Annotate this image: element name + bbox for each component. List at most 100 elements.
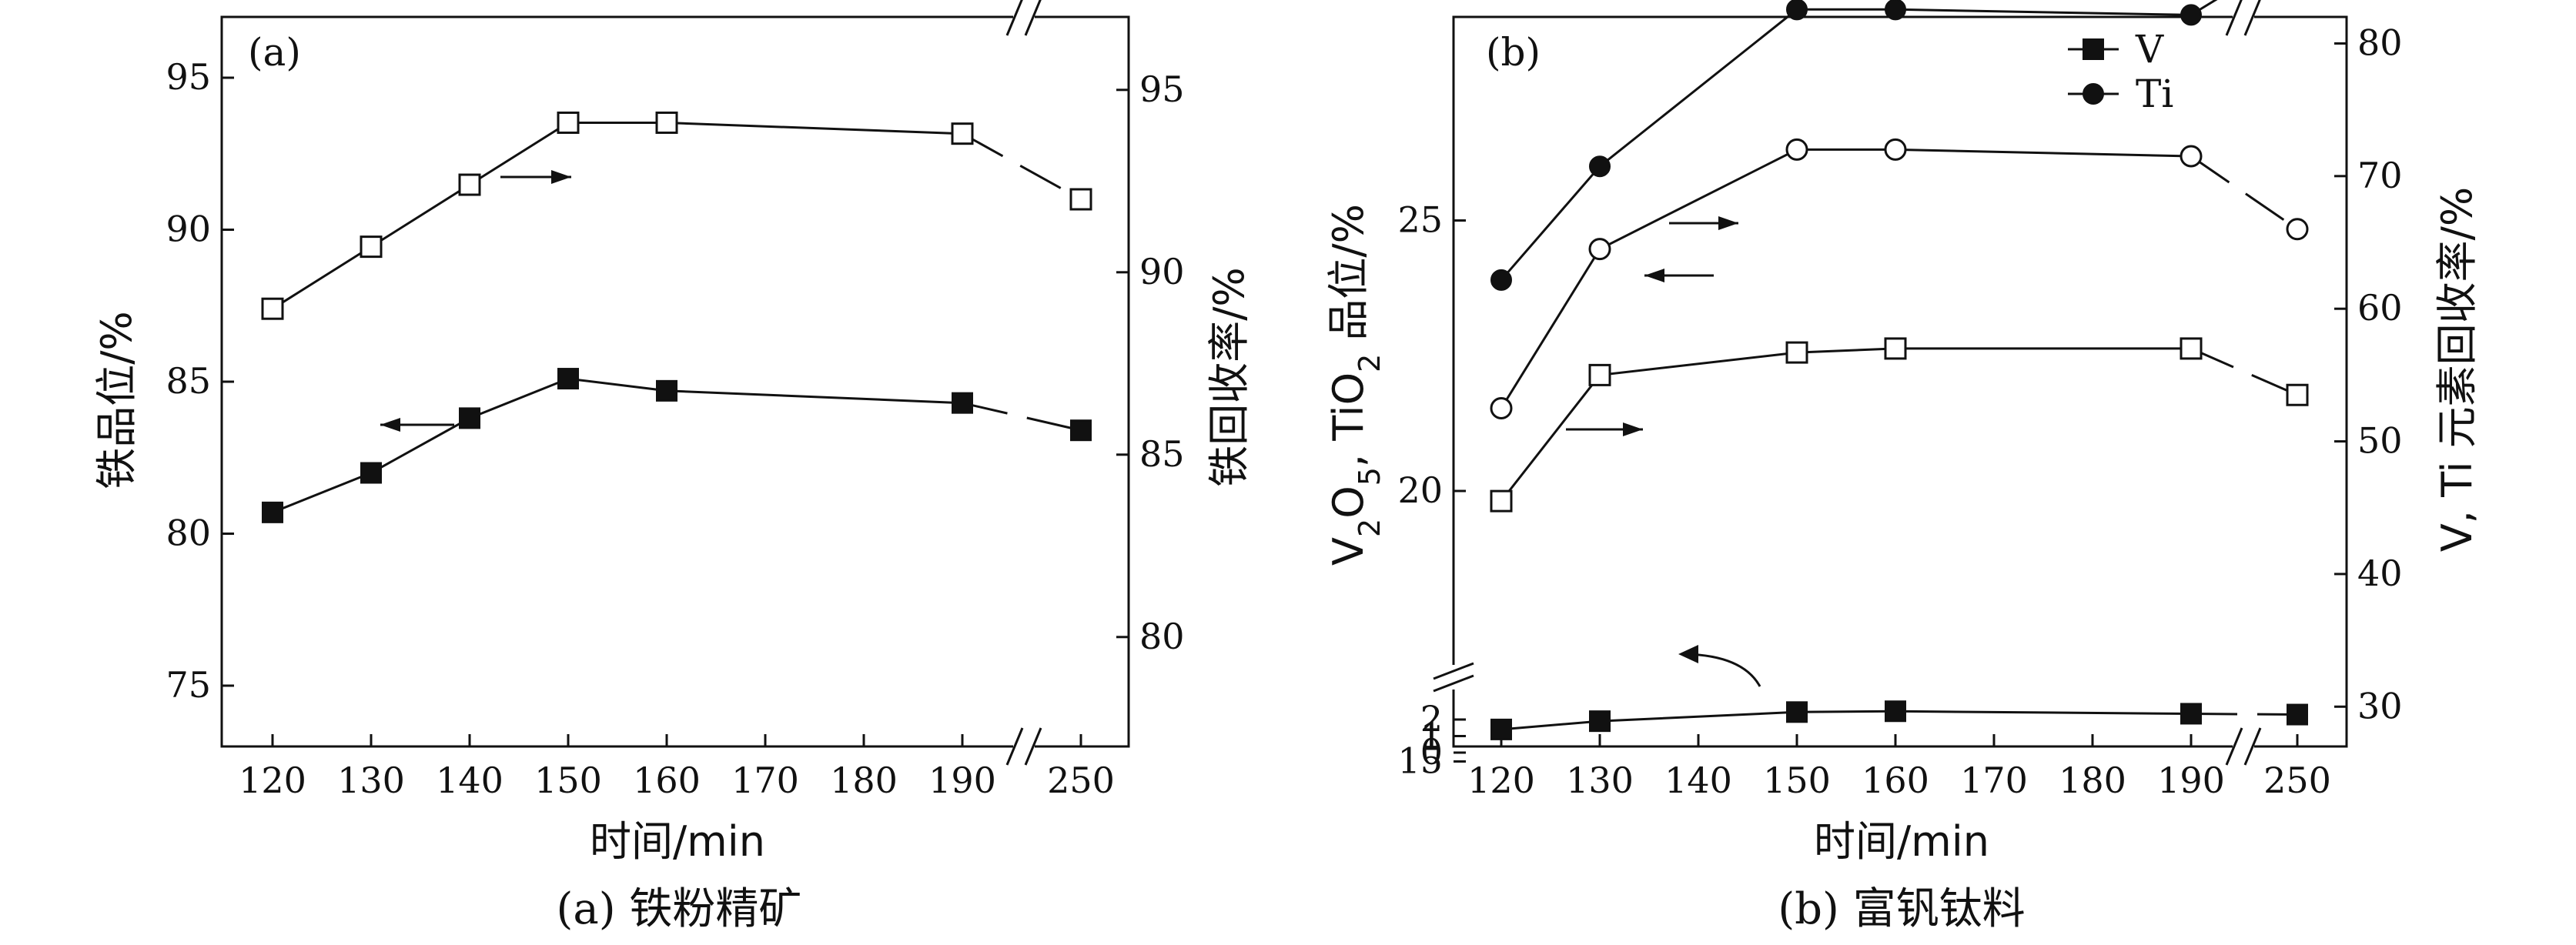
panel-b-ti-grade-break-segment xyxy=(2190,0,2218,16)
panel-b-yticklabel-right-50: 50 xyxy=(2357,420,2403,462)
panel-a-xticklabel-130: 130 xyxy=(337,760,405,801)
panel-a-grade-point-130 xyxy=(360,462,382,484)
panel-b-xticklabel-120: 120 xyxy=(1467,760,1535,801)
panel-a: (a) 时间/min 铁品位/% 铁回收率/% (a) 铁粉精矿 75 80 85 9… xyxy=(92,0,1253,934)
panel-b-v-recovery-point-190 xyxy=(2180,337,2203,360)
panel-a-recovery-point-120 xyxy=(261,297,284,320)
panel-a-recovery-point-250 xyxy=(1069,188,1092,211)
panel-a-arrow-right-head xyxy=(551,170,571,184)
panel-b-v-recovery-point-130 xyxy=(1588,363,1611,386)
legend-marker-V xyxy=(2083,38,2104,60)
panel-a-xticklabel-250: 250 xyxy=(1047,760,1115,801)
panel-b-ti-recovery-point-190 xyxy=(2180,145,2203,168)
panel-b-yticklabel-left-2: 2 xyxy=(1420,698,1443,740)
panel-b-yticklabel-left-20: 20 xyxy=(1397,469,1443,511)
panel-a-xbreak-bottom-slash-2 xyxy=(1024,727,1042,766)
panel-b-v-grade-point-150 xyxy=(1786,701,1808,723)
panel-b-xticklabel-180: 180 xyxy=(2059,760,2126,801)
panel-b-xticklabel-160: 160 xyxy=(1862,760,1929,801)
panel-a-recovery-point-190 xyxy=(951,122,974,145)
panel-a-xlabel: 时间/min xyxy=(590,817,765,866)
panel-b-ti-recovery-break-segment xyxy=(2190,155,2298,231)
panel-a-yticklabel-left-75: 75 xyxy=(166,664,211,706)
panel-b-xticklabel-250: 250 xyxy=(2263,760,2331,801)
panel-b-ti-grade-point-190 xyxy=(2180,4,2202,26)
panel-b-ti-grade-point-160 xyxy=(1885,0,1906,21)
panel-a-xticklabel-120: 120 xyxy=(239,760,306,801)
panel-b-v-grade-point-190 xyxy=(2180,703,2202,725)
panel-a-xticklabel-180: 180 xyxy=(830,760,898,801)
panel-b-caption: (b) 富钒钛料 xyxy=(1778,884,2025,934)
panel-a-recovery-point-140 xyxy=(458,173,481,196)
panel-b-ti-grade-point-130 xyxy=(1589,155,1611,178)
legend-marker-Ti xyxy=(2083,83,2104,105)
panel-a-xticklabel-150: 150 xyxy=(534,760,602,801)
panel-a-recovery-point-150 xyxy=(557,111,580,134)
panel-a-yticklabel-right-95: 95 xyxy=(1139,68,1185,110)
panel-b-frame xyxy=(1452,15,2348,748)
panel-b-v-recovery-point-120 xyxy=(1490,489,1513,513)
panel-b-ybreak-left-slash-1 xyxy=(1433,662,1474,680)
panel-b-xbreak-bottom-slash-2 xyxy=(2243,727,2262,766)
panel-a-xticklabel-160: 160 xyxy=(633,760,701,801)
panel-a-caption: (a) 铁粉精矿 xyxy=(557,884,802,934)
panel-b-v-grade-point-130 xyxy=(1589,710,1611,733)
panel-b-yticklabel-left-15: 15 xyxy=(1397,740,1443,782)
panel-a-grade-line xyxy=(272,377,963,514)
panel-b-yticklabel-right-80: 80 xyxy=(2357,22,2403,63)
panel-b-xticklabel-150: 150 xyxy=(1763,760,1831,801)
panel-a-xticklabel-170: 170 xyxy=(731,760,799,801)
panel-b-arrow-v-recovery-head xyxy=(1623,422,1643,436)
panel-a-recovery-point-160 xyxy=(655,111,678,134)
panel-b-yticklabel-right-40: 40 xyxy=(2357,553,2403,594)
panel-a-grade-break-segment xyxy=(962,402,1082,432)
panel-b-v-grade-break-segment xyxy=(2190,712,2298,716)
panel-a-xbreak-top-gap xyxy=(1013,0,1035,37)
panel-b-xticklabel-140: 140 xyxy=(1664,760,1732,801)
panel-b-xbreak-bottom-gap xyxy=(2233,726,2254,766)
panel-a-label: (a) xyxy=(248,30,301,75)
panel-b-yticklabel-right-70: 70 xyxy=(2357,155,2403,196)
panel-b-ti-recovery-point-130 xyxy=(1588,238,1611,261)
panel-b: (b) 时间/min V2O5, TiO2 品位/% V, Ti 元素回收率/%… xyxy=(1324,0,2481,934)
panel-a-recovery-break-segment xyxy=(962,132,1082,201)
panel-a-yticklabel-left-95: 95 xyxy=(166,56,211,98)
panel-b-arrow-ti-recovery-head xyxy=(1718,216,1738,230)
panel-a-xticklabel-190: 190 xyxy=(928,760,996,801)
panel-b-ti-recovery-point-250 xyxy=(2286,218,2309,241)
panel-b-yticklabel-right-60: 60 xyxy=(2357,287,2403,329)
panel-b-yticklabel-right-30: 30 xyxy=(2357,685,2403,726)
panel-a-yticklabel-right-85: 85 xyxy=(1139,433,1185,475)
panel-b-yticklabel-left-1: 1 xyxy=(1420,715,1443,756)
panel-b-arrow-ti-grade-head xyxy=(1644,269,1664,282)
panel-b-xbreak-top-slash-2 xyxy=(2243,0,2261,36)
panel-a-xticklabel-140: 140 xyxy=(436,760,503,801)
panel-a-yticklabel-left-90: 90 xyxy=(166,209,211,250)
panel-b-ybreak-left-slash-2 xyxy=(1433,674,1474,693)
panel-b-legend: VTi xyxy=(2068,27,2173,116)
panel-b-label: (b) xyxy=(1486,30,1541,75)
panel-b-ti-recovery-point-120 xyxy=(1490,396,1513,419)
panel-a-xbreak-top-slash-2 xyxy=(1024,0,1042,36)
panel-b-v-grade-point-250 xyxy=(2287,703,2308,726)
panel-a-grade-point-120 xyxy=(262,501,283,523)
panel-a-xbreak-bottom-slash-1 xyxy=(1005,727,1024,766)
panel-a-yticklabel-right-90: 90 xyxy=(1139,251,1185,292)
panel-b-xbreak-top-gap xyxy=(2233,0,2254,37)
panel-b-ti-recovery-point-150 xyxy=(1785,138,1808,161)
panel-a-xbreak-bottom-gap xyxy=(1013,726,1035,766)
panel-a-grade-point-190 xyxy=(952,392,973,414)
panel-a-yticklabel-left-85: 85 xyxy=(166,360,211,402)
panel-b-v-recovery-point-160 xyxy=(1884,337,1907,360)
legend-label-Ti: Ti xyxy=(2136,72,2173,116)
panel-a-grade-point-140 xyxy=(459,407,480,429)
panel-a-recovery-point-130 xyxy=(360,235,383,259)
panel-b-yticklabel-left-0: 0 xyxy=(1420,731,1443,773)
panel-b-xbreak-top-slash-1 xyxy=(2225,0,2243,36)
panel-a-grade-point-150 xyxy=(557,368,579,390)
panel-b-ylabel-left: V2O5, TiO2 品位/% xyxy=(1324,204,1387,566)
panel-b-ti-grade-point-120 xyxy=(1490,269,1512,291)
panel-a-ylabel-right: 铁回收率/% xyxy=(1205,267,1253,487)
panel-b-ylabel-right: V, Ti 元素回收率/% xyxy=(2433,187,2481,552)
